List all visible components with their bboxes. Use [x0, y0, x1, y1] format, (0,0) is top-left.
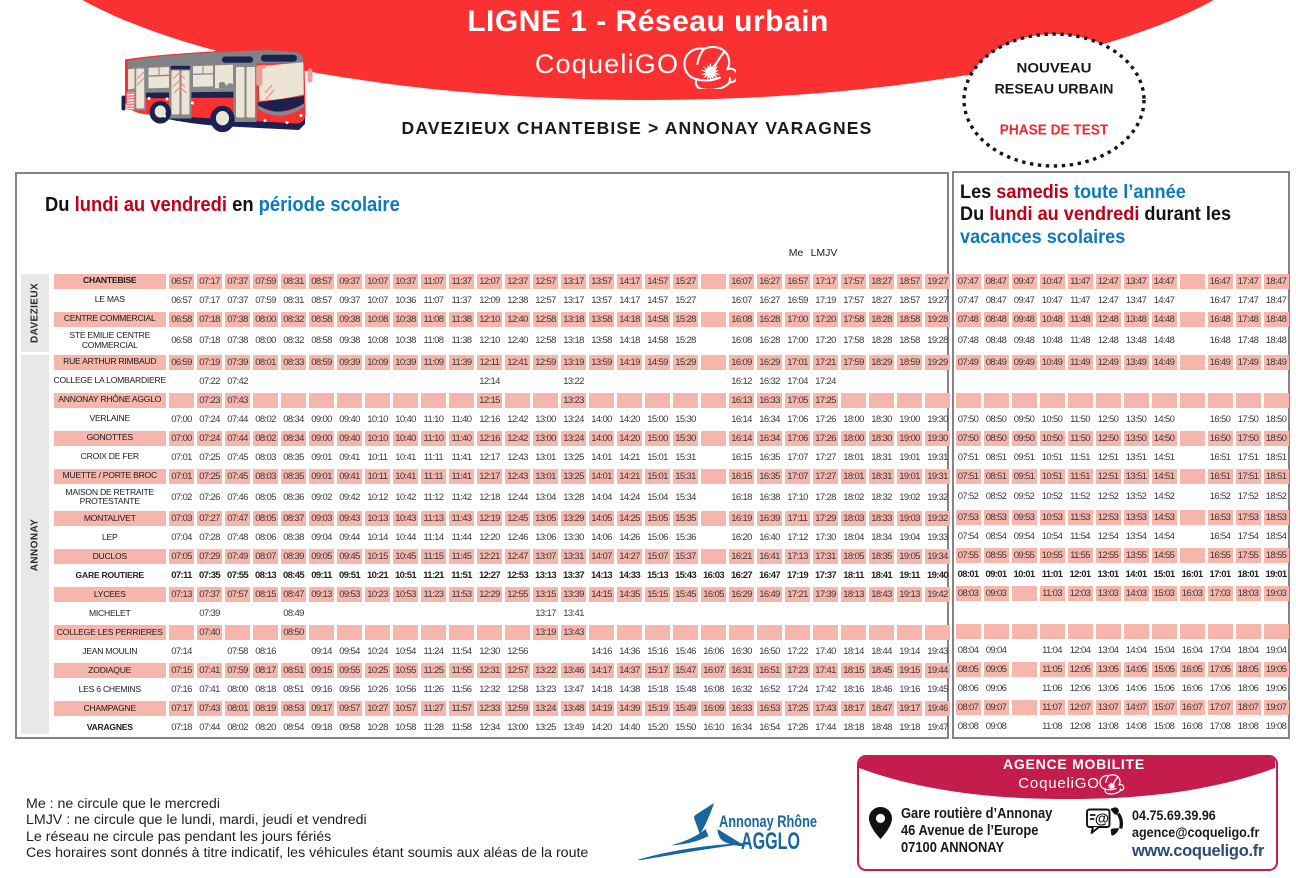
- svg-text:NOUVEAU: NOUVEAU: [1017, 60, 1092, 76]
- svg-text:@: @: [1095, 812, 1109, 828]
- svg-text:RESEAU URBAIN: RESEAU URBAIN: [995, 81, 1114, 97]
- svg-text:Annonay Rhône: Annonay Rhône: [719, 813, 817, 831]
- svg-text:AGGLO: AGGLO: [741, 828, 800, 855]
- svg-text:PHASE DE TEST: PHASE DE TEST: [1000, 122, 1109, 139]
